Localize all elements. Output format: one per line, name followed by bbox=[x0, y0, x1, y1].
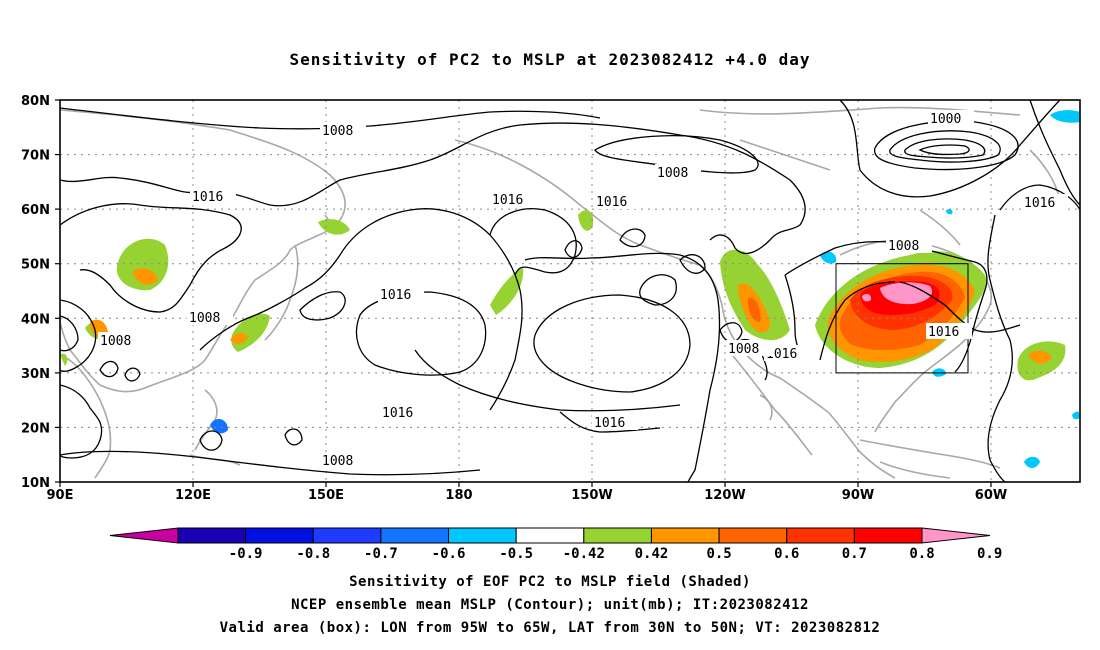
contour-label: 1016 bbox=[596, 195, 627, 210]
lon-label: 120W bbox=[704, 488, 745, 503]
colorbar-label: 0.42 bbox=[635, 546, 669, 562]
contour-label: 1008 bbox=[322, 454, 353, 469]
lat-label: 60N bbox=[21, 203, 50, 218]
colorbar-label: -0.9 bbox=[229, 546, 263, 562]
colorbar-label: -0.7 bbox=[364, 546, 398, 562]
contour-label: 1016 bbox=[1024, 196, 1055, 211]
longitude-labels: 90E 120E 150E 180 150W 120W 90W 60W bbox=[47, 488, 1008, 503]
colorbar-swatch bbox=[380, 527, 450, 544]
colorbar-label: 0.5 bbox=[706, 546, 731, 562]
map-panel: 1008 1000 1008 1016 1016 1016 1008 1016 … bbox=[59, 99, 1081, 483]
contour-label: 1000 bbox=[930, 112, 961, 127]
lon-label: 150W bbox=[571, 488, 612, 503]
colorbar-swatch bbox=[718, 527, 788, 544]
lat-label: 10N bbox=[21, 476, 50, 491]
lon-label: 150E bbox=[308, 488, 344, 503]
lat-label: 70N bbox=[21, 149, 50, 164]
colorbar-label: 0.8 bbox=[909, 546, 934, 562]
valid-area-box bbox=[835, 263, 969, 374]
colorbar-label: 0.9 bbox=[977, 546, 1002, 562]
colorbar-swatch bbox=[515, 527, 585, 544]
lat-label: 50N bbox=[21, 258, 50, 273]
colorbar-label: -0.6 bbox=[432, 546, 466, 562]
colorbar-swatch bbox=[245, 527, 314, 544]
axis-ticks bbox=[55, 99, 992, 487]
colorbar-swatch bbox=[448, 527, 517, 544]
contour-label: 1016 bbox=[192, 190, 223, 205]
latitude-labels: 80N 70N 60N 50N 40N 30N 20N 10N bbox=[21, 94, 50, 491]
contour-label: 1008 bbox=[100, 334, 131, 349]
lon-label: 90E bbox=[47, 488, 74, 503]
lon-label: 90W bbox=[842, 488, 874, 503]
colorbar-label: -0.42 bbox=[563, 546, 605, 562]
colorbar-label: 0.6 bbox=[774, 546, 799, 562]
contour-label: 1016 bbox=[380, 288, 411, 303]
plot-title: Sensitivity of PC2 to MSLP at 2023082412… bbox=[289, 50, 811, 69]
caption-contour: NCEP ensemble mean MSLP (Contour); unit(… bbox=[291, 597, 809, 613]
contour-label: 1016 bbox=[928, 325, 959, 340]
colorbar-label: 0.7 bbox=[842, 546, 867, 562]
lat-label: 30N bbox=[21, 367, 50, 382]
contour-label: 1008 bbox=[888, 239, 919, 254]
colorbar-swatch bbox=[312, 527, 382, 544]
contour-label: 1008 bbox=[728, 342, 759, 357]
contour-label: 1008 bbox=[322, 124, 353, 139]
colorbar: -0.9 -0.8 -0.7 -0.6 -0.5 -0.42 0.42 0.5 0.6 0.7 0.… bbox=[109, 527, 1002, 562]
caption-valid-area: Valid area (box): LON from 95W to 65W, L… bbox=[219, 620, 881, 636]
colorbar-label: -0.8 bbox=[296, 546, 330, 562]
lon-label: 180 bbox=[445, 488, 472, 503]
lat-label: 40N bbox=[21, 312, 50, 327]
contour-labels: 1008 1000 1008 1016 1016 1016 1008 1016 … bbox=[98, 110, 1068, 469]
contour-label: 1016 bbox=[766, 347, 797, 362]
contour-label: 1008 bbox=[657, 166, 688, 181]
mslp-contours bbox=[59, 99, 1081, 483]
lat-label: 20N bbox=[21, 421, 50, 436]
contour-label: 1016 bbox=[492, 193, 523, 208]
lat-label: 80N bbox=[21, 94, 50, 109]
caption-shading: Sensitivity of EOF PC2 to MSLP field (Sh… bbox=[349, 574, 751, 590]
colorbar-swatch bbox=[583, 527, 652, 544]
lon-label: 60W bbox=[975, 488, 1007, 503]
lon-label: 120E bbox=[175, 488, 211, 503]
colorbar-swatch bbox=[109, 527, 179, 544]
colorbar-swatch bbox=[786, 527, 855, 544]
contour-label: 1008 bbox=[189, 311, 220, 326]
colorbar-swatch bbox=[650, 527, 720, 544]
colorbar-label: -0.5 bbox=[499, 546, 533, 562]
contour-label: 1016 bbox=[382, 406, 413, 421]
colorbar-swatch bbox=[177, 527, 247, 544]
colorbar-swatch bbox=[921, 527, 991, 544]
contour-label: 1016 bbox=[594, 416, 625, 431]
colorbar-swatch bbox=[853, 527, 923, 544]
